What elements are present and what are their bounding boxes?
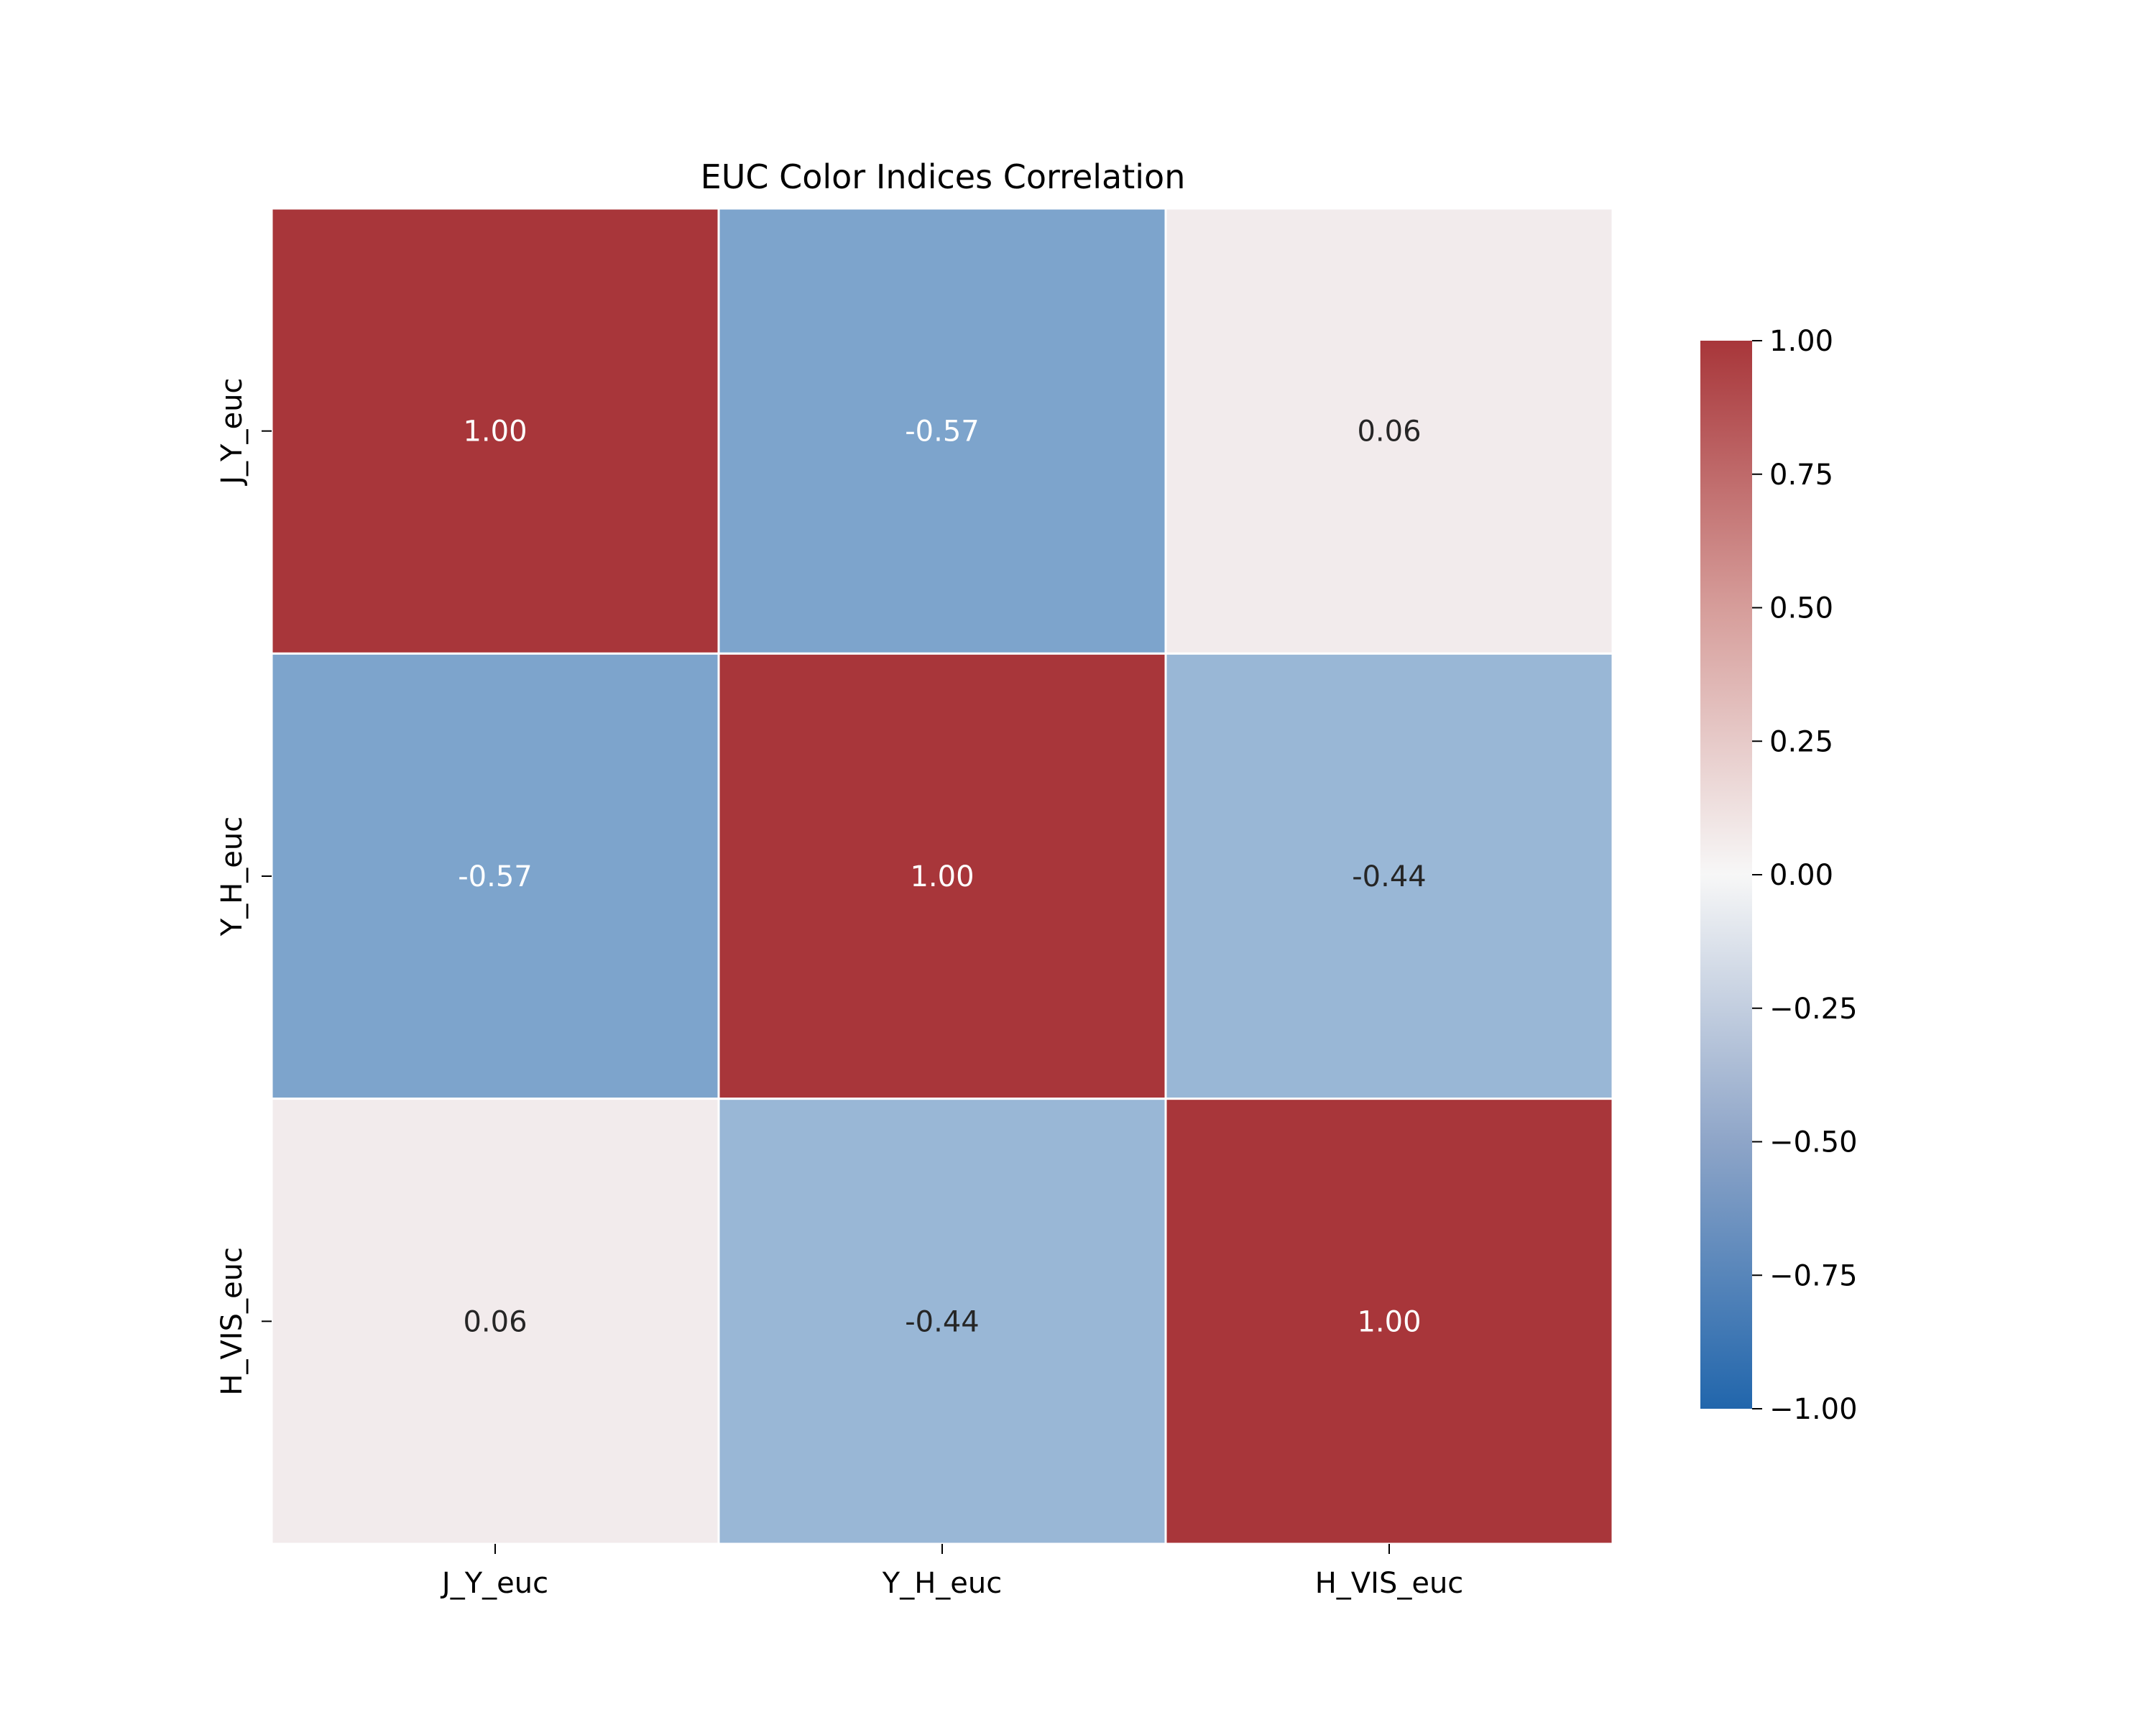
heatmap-cell bbox=[1164, 207, 1614, 655]
colorbar-gradient bbox=[1700, 341, 1752, 1409]
y-tick-label: H_VIS_euc bbox=[216, 1247, 249, 1396]
y-tick-label: Y_H_euc bbox=[216, 816, 249, 937]
cell-value-label: 0.06 bbox=[463, 1305, 527, 1338]
heatmap-cell bbox=[270, 207, 720, 655]
heatmap-cell bbox=[270, 1098, 720, 1545]
cell-value-label: -0.44 bbox=[1352, 860, 1427, 893]
cell-value-label: 1.00 bbox=[463, 415, 527, 448]
heatmap-cell bbox=[717, 1098, 1167, 1545]
colorbar-tick-label: 0.50 bbox=[1769, 592, 1833, 625]
colorbar-ticks: 1.00 0.75 0.50 0.25 0.00 −0.25 −0.50 −0.75 −1.00 bbox=[1752, 325, 1858, 1426]
colorbar-tick-label: 0.00 bbox=[1769, 859, 1833, 892]
y-axis: J_Y_euc Y_H_euc H_VIS_euc bbox=[216, 378, 272, 1396]
heatmap-cell bbox=[717, 207, 1167, 655]
colorbar-tick-label: −0.75 bbox=[1769, 1259, 1858, 1292]
chart-title: EUC Color Indices Correlation bbox=[701, 157, 1186, 196]
colorbar-tick-label: −1.00 bbox=[1769, 1393, 1858, 1426]
cell-value-label: 1.00 bbox=[1357, 1305, 1421, 1338]
heatmap-cells: 1.00 -0.57 0.06 -0.57 1.00 -0.44 0.06 -0.44 1.00 bbox=[270, 207, 1614, 1545]
colorbar-tick-label: −0.50 bbox=[1769, 1126, 1858, 1159]
cell-value-label: 0.06 bbox=[1357, 415, 1421, 448]
heatmap-cell bbox=[1164, 652, 1614, 1100]
cell-value-label: -0.44 bbox=[905, 1305, 980, 1338]
colorbar: 1.00 0.75 0.50 0.25 0.00 −0.25 −0.50 −0.75 −1.00 bbox=[1700, 325, 1858, 1426]
heatmap-cell bbox=[270, 652, 720, 1100]
colorbar-tick-label: −0.25 bbox=[1769, 993, 1858, 1026]
colorbar-tick-label: 0.75 bbox=[1769, 459, 1833, 492]
cell-value-label: 1.00 bbox=[910, 860, 974, 893]
colorbar-tick-label: 0.25 bbox=[1769, 725, 1833, 758]
x-tick-label: Y_H_euc bbox=[882, 1567, 1002, 1600]
x-axis: J_Y_euc Y_H_euc H_VIS_euc bbox=[440, 1544, 1463, 1600]
cell-value-label: -0.57 bbox=[458, 860, 533, 893]
x-tick-label: J_Y_euc bbox=[440, 1567, 548, 1600]
x-tick-label: H_VIS_euc bbox=[1315, 1567, 1464, 1600]
y-tick-label: J_Y_euc bbox=[216, 378, 249, 487]
colorbar-tick-label: 1.00 bbox=[1769, 325, 1833, 358]
heatmap-cell bbox=[717, 652, 1167, 1100]
cell-value-label: -0.57 bbox=[905, 415, 980, 448]
